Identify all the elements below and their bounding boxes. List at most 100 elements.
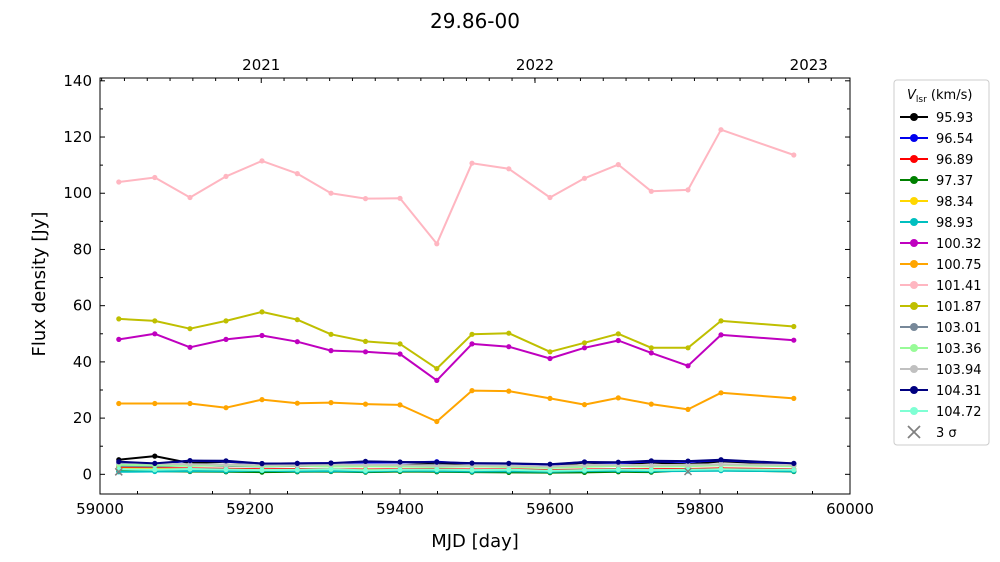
legend-item: 103.36 <box>900 342 982 357</box>
legend-label: 103.01 <box>936 321 982 336</box>
data-point <box>294 339 300 345</box>
data-point <box>223 405 229 411</box>
data-point <box>506 467 512 473</box>
data-point <box>718 127 724 133</box>
legend-marker <box>910 218 918 226</box>
data-point <box>152 318 158 324</box>
data-point <box>116 400 122 407</box>
legend-marker <box>910 239 918 247</box>
x-tick-label: 60000 <box>826 500 874 518</box>
data-point <box>152 331 158 337</box>
legend-marker <box>910 302 918 310</box>
data-point <box>648 350 654 356</box>
legend: Vlsr (km/s) 95.93 96.54 96.89 97.37 98.34 98.… <box>893 79 990 446</box>
series-line <box>118 128 795 245</box>
data-point <box>581 459 588 465</box>
data-point <box>187 461 193 467</box>
data-point <box>581 345 588 351</box>
sigma-layer <box>114 467 693 476</box>
data-point <box>259 158 265 164</box>
data-point <box>294 460 300 466</box>
data-point <box>648 345 654 351</box>
data-point <box>506 344 512 350</box>
data-point <box>547 355 553 362</box>
data-point <box>434 241 440 247</box>
data-point <box>469 467 475 473</box>
y-axis-label: Flux density [Jy] <box>29 212 50 357</box>
data-point <box>397 341 403 347</box>
data-point <box>294 400 300 406</box>
data-point <box>223 318 229 324</box>
legend-marker <box>910 113 918 121</box>
data-point <box>362 458 369 464</box>
chart-title: 29.86-00 <box>430 9 520 33</box>
data-point <box>187 458 193 464</box>
data-point <box>718 332 724 338</box>
data-point <box>362 338 369 344</box>
legend-label: 101.41 <box>936 279 982 294</box>
legend-marker <box>910 134 918 142</box>
data-point <box>581 340 588 346</box>
y-tick-label: 120 <box>63 128 92 146</box>
x-tick-label: 59600 <box>526 500 574 518</box>
legend-item: 100.75 <box>900 258 982 273</box>
data-point <box>648 462 654 468</box>
series-line <box>118 469 794 473</box>
data-point <box>116 459 122 465</box>
plot-area-frame <box>99 77 851 495</box>
legend-label: 98.34 <box>936 195 973 210</box>
legend-marker <box>910 386 918 394</box>
legend-item: 98.34 <box>900 195 973 210</box>
x-axis-label: MJD [day] <box>431 531 519 552</box>
data-point <box>685 345 691 351</box>
legend-label: 103.36 <box>936 342 982 357</box>
data-point <box>259 397 265 403</box>
data-point <box>685 458 691 464</box>
data-point <box>259 467 265 473</box>
legend-item: 104.72 <box>900 405 982 420</box>
data-point <box>506 166 512 172</box>
data-point <box>259 309 265 315</box>
legend-frame <box>893 79 990 446</box>
y-tick-label: 20 <box>73 409 92 427</box>
data-point <box>791 460 797 466</box>
data-point <box>116 336 122 342</box>
sigma-marker <box>114 467 123 476</box>
data-point <box>615 337 621 344</box>
data-point <box>362 349 369 355</box>
data-point <box>152 174 158 181</box>
data-point <box>328 190 334 196</box>
y-tick-label: 0 <box>82 465 92 483</box>
legend-label: 95.93 <box>936 111 973 126</box>
legend-marker <box>910 197 918 205</box>
legend-marker <box>910 323 918 331</box>
data-point <box>187 400 193 407</box>
data-point <box>152 453 158 459</box>
x-tick-label: 59800 <box>676 500 724 518</box>
legend-item: 103.01 <box>900 321 982 336</box>
data-point <box>648 458 654 464</box>
legend-label: 98.93 <box>936 216 973 231</box>
y-tick-label: 100 <box>63 184 92 202</box>
legend-marker <box>910 260 918 268</box>
data-point <box>223 458 229 464</box>
data-point <box>469 388 475 394</box>
legend-item: 97.37 <box>900 174 973 189</box>
data-point <box>615 162 621 168</box>
legend-marker <box>910 365 918 373</box>
legend-label: 100.32 <box>936 237 982 252</box>
series-100.75 <box>116 388 797 425</box>
data-point <box>397 351 403 357</box>
data-point <box>397 195 403 201</box>
data-point <box>718 461 724 467</box>
legend-item: 98.93 <box>900 216 973 231</box>
data-point <box>581 467 588 473</box>
data-point <box>718 318 724 324</box>
data-point <box>615 395 621 401</box>
data-point <box>294 317 300 323</box>
series-101.41 <box>116 127 797 247</box>
data-point <box>685 462 691 468</box>
legend-label: 104.72 <box>936 405 982 420</box>
data-point <box>648 188 654 194</box>
